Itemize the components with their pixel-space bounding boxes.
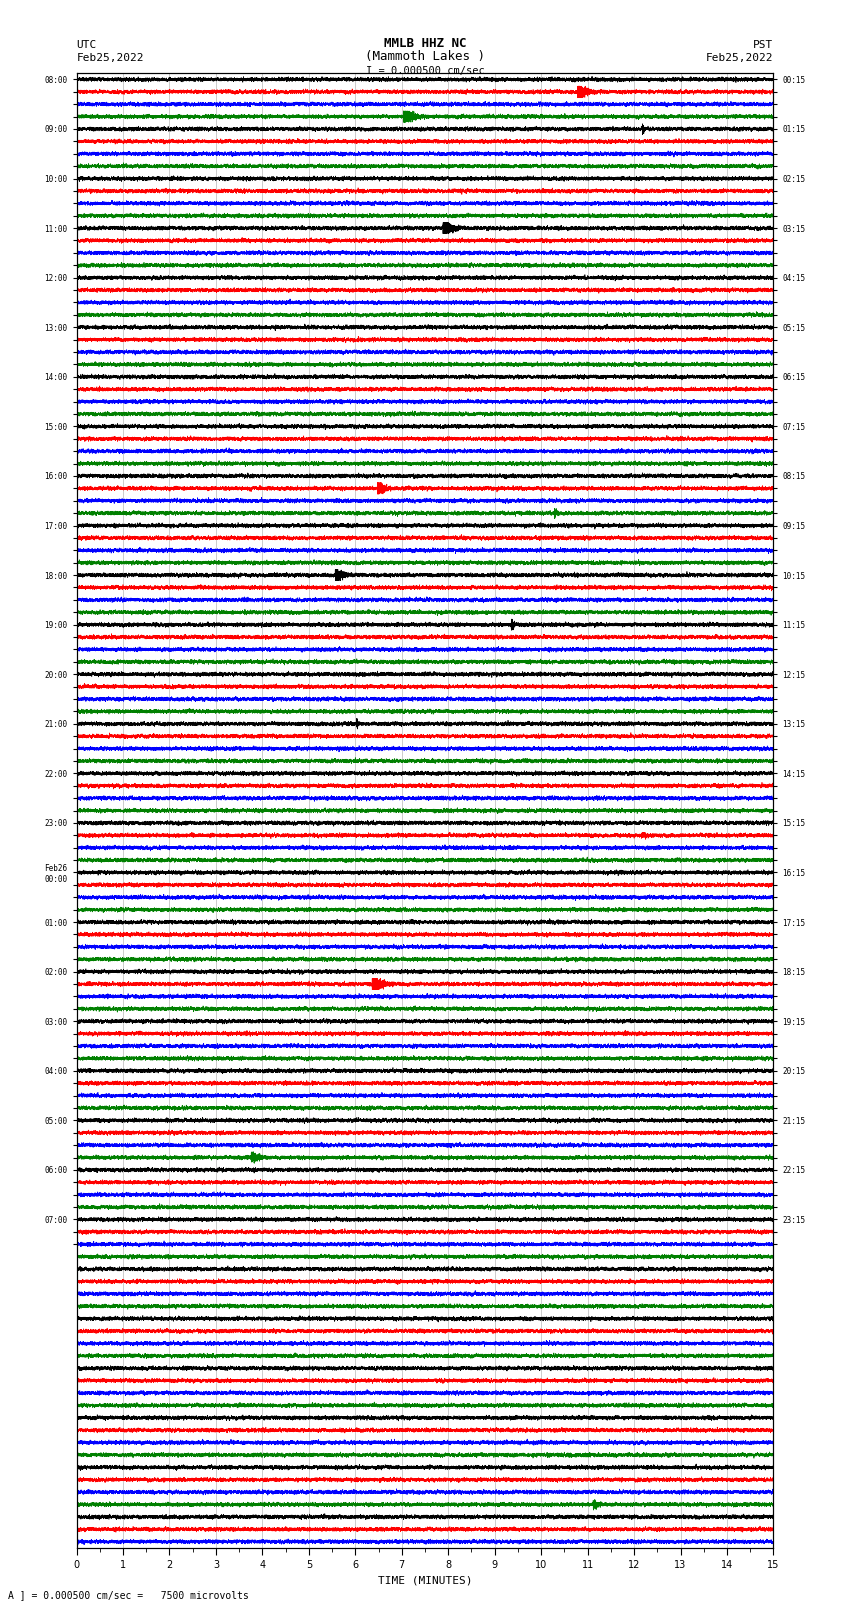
Text: (Mammoth Lakes ): (Mammoth Lakes ) <box>365 50 485 63</box>
Text: Feb25,2022: Feb25,2022 <box>76 53 144 63</box>
Text: I = 0.000500 cm/sec: I = 0.000500 cm/sec <box>366 66 484 76</box>
Text: Feb25,2022: Feb25,2022 <box>706 53 774 63</box>
Text: UTC: UTC <box>76 40 97 50</box>
Text: MMLB HHZ NC: MMLB HHZ NC <box>383 37 467 50</box>
Text: PST: PST <box>753 40 774 50</box>
Text: A ] = 0.000500 cm/sec =   7500 microvolts: A ] = 0.000500 cm/sec = 7500 microvolts <box>8 1590 249 1600</box>
X-axis label: TIME (MINUTES): TIME (MINUTES) <box>377 1576 473 1586</box>
